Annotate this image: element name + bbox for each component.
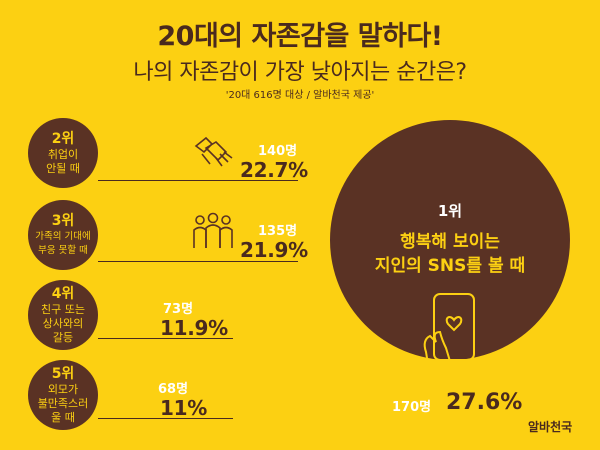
page-title: 20대의 자존감을 말하다!: [157, 21, 443, 52]
rank-5-label-line3: 울 때: [51, 411, 75, 424]
rank-2-label-line1: 취업이: [47, 148, 79, 161]
rank-1-percent: 27.6%: [446, 390, 523, 415]
rank-5-number: 5위: [51, 366, 75, 382]
rank-4-number: 4위: [51, 286, 75, 302]
rank-1-count: 170명: [392, 400, 432, 415]
rank-1-number: 1위: [437, 202, 463, 220]
rank-4-percent: 11.9%: [160, 316, 228, 340]
rank-2-label-line2: 안될 때: [46, 162, 80, 175]
rank-1-label-line2: 지인의 SNS를 볼 때: [374, 256, 526, 276]
rank-2-circle: 2위 취업이 안될 때: [28, 118, 98, 188]
rank-2-underline: [98, 180, 298, 181]
rank-2-count: 140명: [258, 144, 298, 159]
phone-heart-icon: [420, 292, 486, 382]
rank-3-label-line2: 부응 못할 때: [38, 245, 88, 256]
rank-3-count: 135명: [258, 224, 298, 239]
rank-5-count: 68명: [158, 382, 189, 397]
rank-4-count: 73명: [163, 302, 194, 317]
rank-3-label-line1: 가족의 기대에: [35, 231, 91, 242]
rank-2-number: 2위: [51, 131, 75, 147]
rank-4-circle: 4위 친구 또는 상사와의 갈등: [28, 280, 98, 350]
rank-4-label-line1: 친구 또는: [41, 303, 85, 316]
rank-2-percent: 22.7%: [240, 158, 308, 182]
source-note: '20대 616명 대상 / 알바천국 제공': [225, 90, 375, 101]
handshake-icon: [192, 132, 238, 172]
rank-4-underline: [98, 338, 233, 339]
rank-1-circle: [330, 120, 570, 360]
rank-3-circle: 3위 가족의 기대에 부응 못할 때: [28, 200, 98, 270]
rank-3-underline: [98, 261, 298, 262]
family-icon: [190, 212, 236, 252]
rank-4-label-line2: 상사와의: [42, 317, 84, 330]
rank-1-label-line1: 행복해 보이는: [400, 232, 500, 252]
rank-5-label-line2: 불만족스러: [37, 397, 89, 410]
rank-5-circle: 5위 외모가 불만족스러 울 때: [28, 360, 98, 430]
rank-1-label: 행복해 보이는 지인의 SNS를 볼 때: [330, 230, 570, 278]
rank-3-percent: 21.9%: [240, 238, 308, 262]
rank-5-label-line1: 외모가: [47, 383, 79, 396]
rank-5-underline: [98, 418, 233, 419]
rank-3-number: 3위: [51, 213, 75, 229]
page-subtitle: 나의 자존감이 가장 낮아지는 순간은?: [133, 60, 467, 85]
brand-logo-text: 알바천국: [528, 420, 573, 434]
rank-5-percent: 11%: [160, 396, 207, 420]
rank-4-label-line3: 갈등: [52, 331, 74, 344]
